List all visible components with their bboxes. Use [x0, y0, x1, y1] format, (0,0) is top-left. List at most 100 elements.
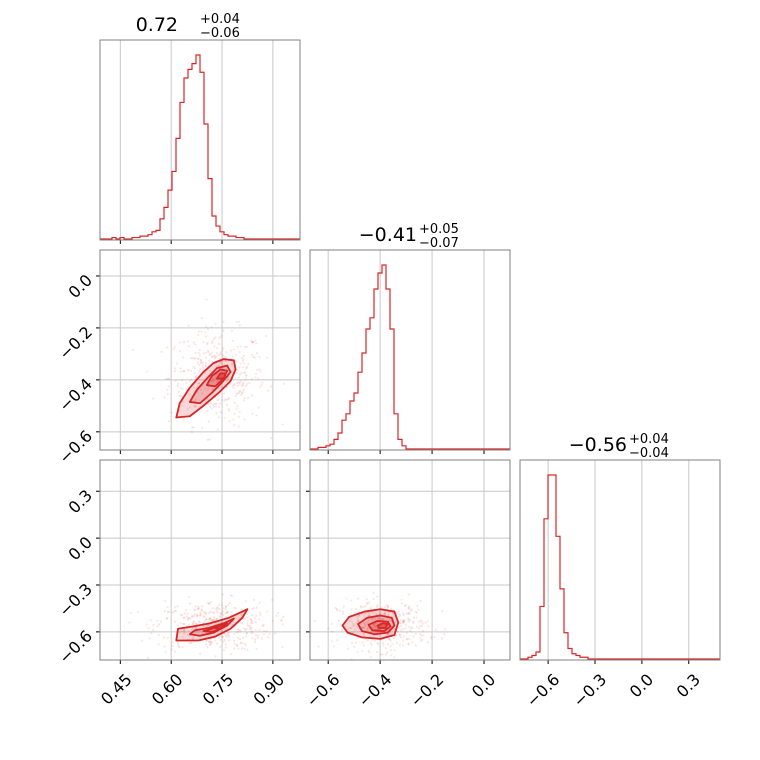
scatter-point: [362, 634, 365, 637]
scatter-point: [362, 605, 365, 608]
scatter-point: [203, 610, 206, 613]
scatter-point: [398, 626, 401, 629]
scatter-point: [182, 341, 186, 344]
scatter-point: [221, 354, 225, 357]
scatter-point: [198, 370, 201, 373]
scatter-point: [197, 351, 200, 355]
scatter-point: [163, 645, 166, 648]
scatter-point: [157, 643, 160, 646]
scatter-point: [164, 600, 167, 603]
scatter-point: [236, 404, 239, 408]
scatter-point: [394, 621, 397, 624]
title-err-plus-1: +0.05: [419, 222, 459, 237]
scatter-point: [202, 352, 205, 355]
scatter-point: [255, 606, 258, 609]
scatter-point: [353, 645, 356, 648]
scatter-point: [219, 612, 222, 615]
scatter-point: [251, 636, 254, 640]
scatter-point: [399, 633, 402, 636]
contour-line-level-3: [214, 624, 225, 630]
scatter-point: [399, 621, 402, 624]
scatter-point: [416, 604, 419, 608]
contour-line-level-2: [367, 620, 392, 632]
scatter-point: [210, 355, 214, 358]
scatter-point: [403, 604, 407, 607]
scatter-point: [250, 620, 254, 623]
scatter-point: [359, 606, 363, 609]
scatter-point: [417, 608, 420, 611]
scatter-point: [165, 617, 168, 620]
histogram-line-param-0: [100, 54, 300, 240]
scatter-point: [228, 631, 231, 634]
scatter-point: [344, 625, 347, 628]
scatter-point: [330, 639, 334, 643]
scatter-point: [197, 363, 201, 366]
scatter-point: [348, 626, 351, 630]
scatter-point: [222, 640, 225, 643]
scatter-point: [238, 389, 241, 392]
scatter-point: [381, 617, 384, 621]
scatter-point: [426, 641, 430, 644]
scatter-point: [130, 611, 133, 614]
scatter-point: [374, 622, 378, 625]
scatter-point: [256, 636, 259, 639]
scatter-point: [443, 633, 446, 636]
scatter-point: [255, 368, 259, 372]
scatter-point: [313, 619, 316, 622]
x-tick-label-1: −0.3: [569, 670, 610, 711]
scatter-point: [241, 359, 245, 362]
scatter-point: [238, 410, 241, 414]
scatter-point: [163, 636, 166, 639]
scatter-point: [366, 601, 369, 604]
scatter-point: [188, 642, 191, 645]
scatter-point: [367, 619, 370, 622]
scatter-point: [193, 620, 196, 623]
scatter-point: [430, 635, 433, 639]
scatter-point: [251, 341, 254, 344]
scatter-point: [237, 391, 241, 394]
scatter-point: [387, 611, 390, 614]
scatter-point: [177, 390, 180, 393]
scatter-point: [250, 613, 253, 617]
scatter-point: [345, 635, 348, 638]
scatter-point: [218, 336, 221, 339]
scatter-point: [212, 618, 215, 622]
scatter-point: [386, 614, 389, 617]
scatter-point: [375, 612, 378, 616]
scatter-point: [224, 355, 227, 359]
scatter-point: [224, 612, 228, 615]
scatter-point: [251, 340, 254, 343]
scatter-point: [372, 611, 376, 615]
scatter-point: [410, 625, 413, 629]
scatter-point: [212, 405, 215, 408]
scatter-point: [350, 626, 353, 630]
scatter-point: [180, 613, 183, 616]
scatter-point: [241, 382, 244, 385]
scatter-point: [412, 621, 415, 624]
scatter-point: [386, 643, 390, 646]
scatter-point: [194, 351, 197, 355]
scatter-point: [208, 353, 211, 356]
scatter-point: [282, 382, 285, 385]
scatter-point: [253, 598, 256, 602]
scatter-point: [411, 627, 414, 630]
scatter-point: [211, 607, 215, 610]
scatter-point: [376, 605, 379, 609]
scatter-point: [262, 624, 265, 627]
scatter-point: [258, 601, 261, 604]
scatter-point: [333, 645, 336, 648]
scatter-point: [377, 616, 380, 619]
scatter-point: [399, 636, 402, 639]
scatter-point: [331, 630, 334, 633]
scatter-point: [238, 350, 241, 354]
scatter-point: [371, 662, 373, 664]
scatter-point: [205, 351, 208, 355]
scatter-point: [419, 619, 422, 622]
scatter-point: [384, 653, 388, 656]
scatter-point: [330, 622, 333, 626]
scatter-point: [180, 629, 183, 633]
scatter-point: [268, 632, 271, 636]
scatter-point: [267, 636, 270, 639]
scatter-point: [224, 605, 227, 608]
